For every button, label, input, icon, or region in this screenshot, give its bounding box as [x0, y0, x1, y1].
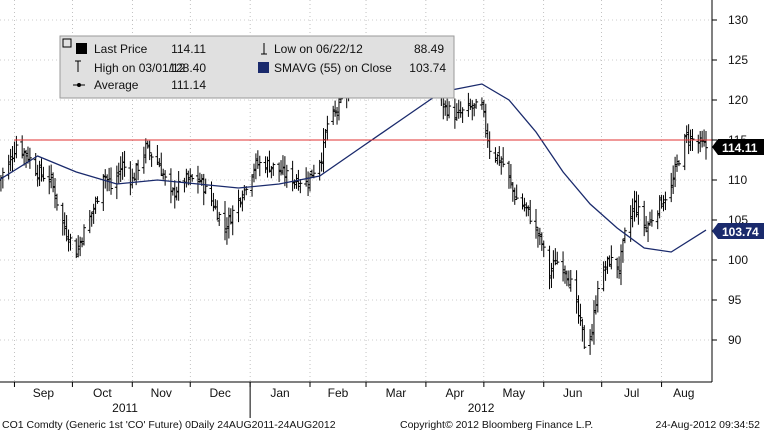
legend-last-price-label: Last Price — [94, 42, 148, 56]
y-tick-label: 110 — [728, 173, 747, 187]
legend-low-label: Low on 06/22/12 — [274, 42, 363, 56]
sma-line — [0, 83, 707, 253]
ohlc-bar — [284, 164, 289, 188]
sma-tag-value: 103.74 — [722, 225, 759, 239]
ohlc-bar — [649, 209, 654, 227]
x-month-label: Jan — [270, 386, 289, 400]
x-month-label: Jun — [563, 386, 582, 400]
ohlc-bar — [487, 131, 492, 160]
ohlc-bar — [41, 166, 46, 182]
x-month-label: Feb — [328, 386, 349, 400]
x-year-label: 2011 — [112, 401, 138, 415]
ohlc-bar — [190, 173, 195, 182]
ohlc-bar — [298, 179, 303, 194]
x-axis-ticks: Sep Oct Nov Dec Jan Feb Mar Apr May Jun Jul Aug 2011… — [13, 382, 694, 418]
legend-sma-label: SMAVG (55) on Close — [274, 61, 392, 75]
ohlc-bar — [474, 98, 479, 109]
legend-box: Last Price 114.11 High on 03/01/12 128.4… — [59, 35, 455, 99]
x-month-label: Aug — [673, 386, 694, 400]
x-month-label: Mar — [386, 386, 407, 400]
legend-average-value: 111.14 — [171, 78, 206, 92]
ohlc-bar — [582, 325, 587, 350]
ohlc-bar — [609, 245, 614, 270]
legend-average-label: Average — [94, 78, 139, 92]
high-marker-icon — [75, 60, 81, 72]
ohlc-bar — [136, 159, 141, 181]
legend-background — [59, 35, 455, 99]
ohlc-bar — [528, 199, 533, 225]
y-tick-label: 90 — [728, 333, 742, 347]
ohlc-bar — [622, 227, 627, 244]
ohlc-bar — [217, 211, 222, 226]
x-month-label: Nov — [151, 386, 172, 400]
last-price-tag-value: 114.11 — [722, 141, 758, 155]
ohlc-bar — [81, 224, 86, 246]
ohlc-bar — [257, 155, 262, 177]
last-price-tag: 114.11 — [712, 139, 764, 155]
ohlc-bar — [447, 101, 452, 119]
y-tick-label: 100 — [728, 253, 748, 267]
ohlc-bar — [27, 147, 32, 169]
legend-sma-value: 103.74 — [409, 61, 446, 75]
ohlc-bar — [149, 153, 154, 167]
x-year-label: 2012 — [468, 401, 495, 415]
ohlc-bar — [501, 147, 506, 168]
sma-tag: 103.74 — [712, 223, 764, 239]
ohlc-bar — [203, 178, 208, 195]
low-marker-icon — [261, 43, 267, 55]
ohlc-bar — [54, 193, 59, 211]
ohlc-bar — [95, 196, 100, 204]
ohlc-bar — [163, 170, 168, 186]
filled-square-icon — [76, 43, 87, 54]
footer-copyright: Copyright© 2012 Bloomberg Finance L.P. — [400, 419, 593, 431]
last-price-tag-background — [712, 139, 764, 155]
ohlc-bar — [230, 205, 235, 236]
ohlc-bar — [595, 280, 600, 313]
y-tick-label: 125 — [728, 53, 748, 67]
ohlc-bar — [663, 191, 668, 211]
ohlc-bar — [68, 233, 73, 251]
x-month-label: May — [502, 386, 525, 400]
ohlc-bar — [555, 251, 560, 265]
y-tick-label: 95 — [728, 293, 742, 307]
x-month-label: Jul — [624, 386, 639, 400]
ohlc-bar — [325, 115, 330, 141]
ohlc-bar — [460, 107, 465, 123]
ohlc-bar — [541, 240, 546, 258]
ohlc-bar — [534, 208, 539, 239]
legend-last-price-value: 114.11 — [171, 42, 206, 56]
x-month-label: Sep — [33, 386, 55, 400]
ohlc-bar — [578, 303, 583, 326]
ohlc-bar — [311, 164, 316, 179]
ohlc-bar — [636, 194, 641, 225]
sma-tag-background — [712, 223, 764, 239]
y-tick-label: 130 — [728, 13, 748, 27]
legend-high-value: 128.40 — [169, 61, 206, 75]
ohlc-bar — [704, 131, 708, 160]
legend-toggle-icon[interactable] — [62, 38, 72, 48]
footer-ticker: CO1 Comdty (Generic 1st 'CO' Future) 0Da… — [2, 419, 336, 431]
ohlc-bar — [271, 162, 276, 176]
legend-low-value: 88.49 — [414, 42, 444, 56]
ohlc-bar — [109, 167, 114, 195]
y-tick-label: 120 — [728, 93, 748, 107]
average-line-icon — [73, 83, 85, 87]
ohlc-bar — [147, 140, 152, 161]
footer-timestamp: 24-Aug-2012 09:34:52 — [655, 419, 760, 431]
navy-square-icon — [258, 62, 269, 73]
x-month-label: Oct — [93, 386, 112, 400]
legend-high-label: High on 03/01/12 — [94, 61, 186, 75]
x-month-label: Dec — [210, 386, 231, 400]
ohlc-bar — [676, 160, 681, 167]
ohlc-bar — [122, 150, 127, 177]
x-month-label: Apr — [446, 386, 465, 400]
ohlc-bar — [568, 269, 573, 292]
ohlc-bar — [514, 184, 519, 200]
